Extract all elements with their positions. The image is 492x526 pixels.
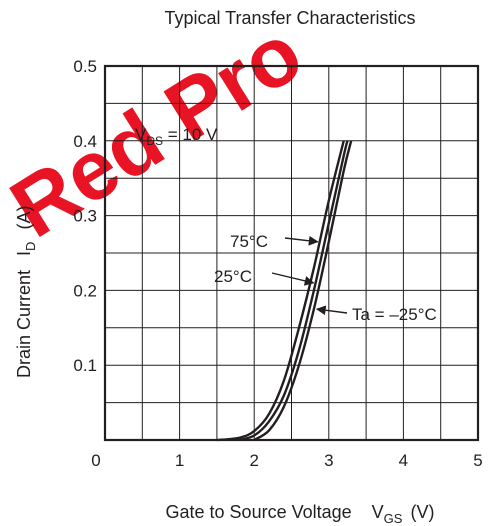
condition-symbol: V (135, 125, 147, 144)
y-tick-label: 0.3 (73, 207, 97, 226)
annotation-label: Ta = –25°C (352, 305, 437, 324)
x-tick-label: 5 (473, 451, 482, 470)
annotation-arrow (271, 272, 315, 286)
axes (103, 64, 480, 442)
y-axis-label: Drain Current (14, 270, 34, 378)
y-tick-label: 0.2 (73, 281, 97, 300)
series-line-3 (253, 140, 353, 442)
series-line-2 (238, 140, 349, 442)
y-axis-symbol-subscript: D (23, 242, 38, 251)
annotation-arrow (284, 235, 319, 246)
condition-subscript: DS (146, 134, 163, 148)
tick-labels: 0 1 2 3 4 5 0.1 0.2 0.3 0.4 0.5 (73, 57, 482, 470)
x-tick-label: 4 (399, 451, 408, 470)
series-line-1 (216, 140, 345, 442)
x-axis-label: Gate to Source Voltage (166, 502, 352, 522)
x-tick-label: 0 (91, 451, 100, 470)
x-axis-unit: (V) (410, 502, 434, 522)
y-axis-title: Drain Current ID (A) (14, 206, 38, 378)
y-tick-label: 0.1 (73, 356, 97, 375)
chart-title: Typical Transfer Characteristics (164, 8, 415, 28)
condition-value: = 10 V (163, 125, 218, 144)
x-tick-label: 1 (175, 451, 184, 470)
annotations: 75°C 25°C Ta = –25°C (214, 232, 437, 324)
x-tick-label: 2 (249, 451, 258, 470)
x-tick-label: 3 (324, 451, 333, 470)
condition-label: VDS = 10 V (135, 125, 218, 148)
watermark: Red Pro (0, 5, 318, 255)
annotation-arrow (315, 305, 348, 316)
y-tick-label: 0.5 (73, 57, 97, 76)
y-tick-label: 0.4 (73, 132, 97, 151)
y-axis-unit: (A) (14, 206, 34, 230)
x-axis-symbol-subscript: GS (384, 511, 403, 526)
grid (105, 66, 478, 440)
x-axis-symbol: V (372, 502, 384, 522)
x-axis-title: Gate to Source Voltage VGS (V) (166, 502, 435, 526)
watermark-text: Red Pro (0, 5, 318, 255)
y-axis-symbol: I (14, 251, 34, 256)
plot-frame (103, 64, 480, 442)
annotation-label: 75°C (230, 232, 268, 251)
series-lines (216, 140, 353, 442)
annotation-label: 25°C (214, 267, 252, 286)
